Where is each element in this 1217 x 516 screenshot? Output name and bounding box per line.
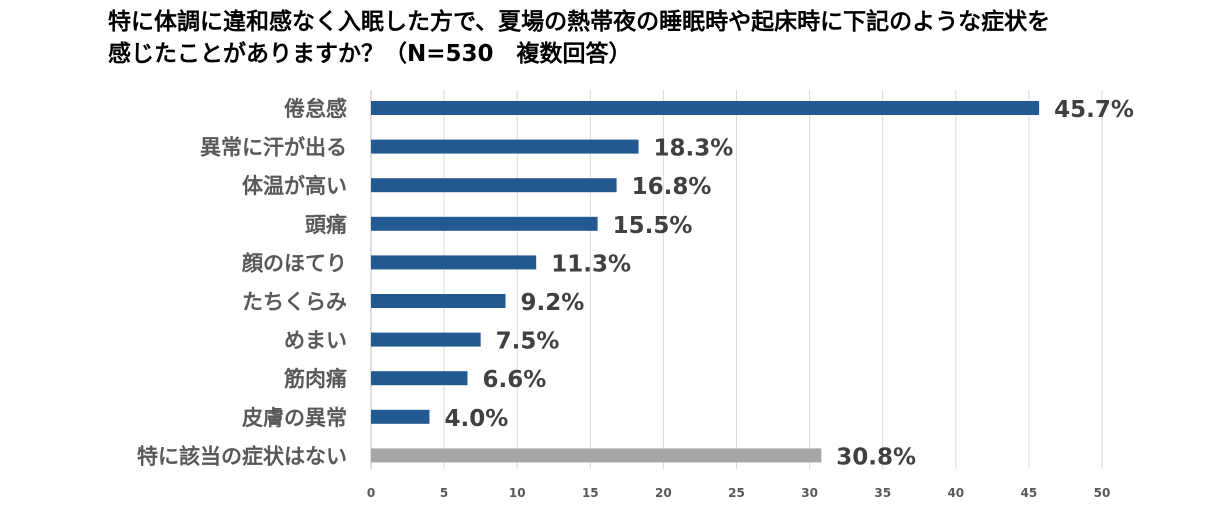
- bar: [371, 139, 639, 154]
- bars: [371, 101, 1040, 463]
- category-label: 皮膚の異常: [242, 406, 347, 430]
- x-tick-label: 15: [582, 486, 599, 500]
- category-label: めまい: [284, 329, 347, 353]
- category-label: たちくらみ: [242, 290, 347, 314]
- x-tick-label: 5: [440, 486, 448, 500]
- data-label: 15.5%: [613, 213, 693, 239]
- bar: [371, 332, 481, 347]
- x-axis-tick-labels: 0 5 10 15 20 25 30 35 40 45 50: [367, 486, 1111, 500]
- data-label: 30.8%: [836, 444, 916, 470]
- x-tick-label: 40: [947, 486, 964, 500]
- bar: [371, 101, 1040, 115]
- data-label: 9.2%: [521, 290, 585, 316]
- x-tick-label: 50: [1094, 486, 1111, 500]
- bar: [371, 216, 598, 231]
- data-label: 11.3%: [551, 251, 631, 277]
- x-tick-label: 30: [801, 486, 818, 500]
- data-label: 45.7%: [1054, 97, 1134, 123]
- x-tick-label: 25: [728, 486, 745, 500]
- value-labels: 45.7% 18.3% 16.8% 15.5% 11.3% 9.2% 7.5% 6.6% 4.0…: [444, 97, 1133, 470]
- category-labels: 倦怠感異常に汗が出る体温が高い頭痛顔のほてりたちくらみめまい筋肉痛皮膚の異常特に…: [137, 97, 347, 468]
- bar: [371, 409, 430, 424]
- category-label: 顔のほてり: [241, 251, 347, 275]
- x-tick-label: 10: [509, 486, 526, 500]
- bar: [371, 448, 822, 463]
- chart-title-line-2: 感じたことがありますか？（N=530 複数回答）: [108, 41, 632, 67]
- grid-lines: [370, 90, 1103, 469]
- category-label: 特に該当の症状はない: [137, 444, 347, 468]
- data-label: 18.3%: [654, 136, 734, 162]
- x-tick-label: 0: [367, 486, 375, 500]
- chart-title: 特に体調に違和感なく入眠した方で、夏場の熱帯夜の睡眠時や起床時に下記のような症状…: [108, 6, 1198, 70]
- bar: [371, 255, 537, 270]
- x-tick-label: 20: [655, 486, 672, 500]
- category-label: 異常に汗が出る: [200, 136, 347, 160]
- category-label: 頭痛: [305, 213, 347, 237]
- data-label: 6.6%: [482, 367, 546, 393]
- data-label: 16.8%: [632, 174, 712, 200]
- bar: [371, 294, 506, 308]
- chart-title-line-1: 特に体調に違和感なく入眠した方で、夏場の熱帯夜の睡眠時や起床時に下記のような症状…: [108, 9, 1051, 35]
- category-label: 倦怠感: [284, 97, 347, 121]
- data-label: 4.0%: [444, 406, 508, 432]
- category-label: 筋肉痛: [283, 367, 347, 391]
- x-tick-label: 35: [874, 486, 891, 500]
- bar: [371, 178, 617, 193]
- bar: [371, 371, 468, 386]
- category-label: 体温が高い: [242, 174, 347, 198]
- x-tick-label: 45: [1021, 486, 1038, 500]
- data-label: 7.5%: [496, 329, 560, 355]
